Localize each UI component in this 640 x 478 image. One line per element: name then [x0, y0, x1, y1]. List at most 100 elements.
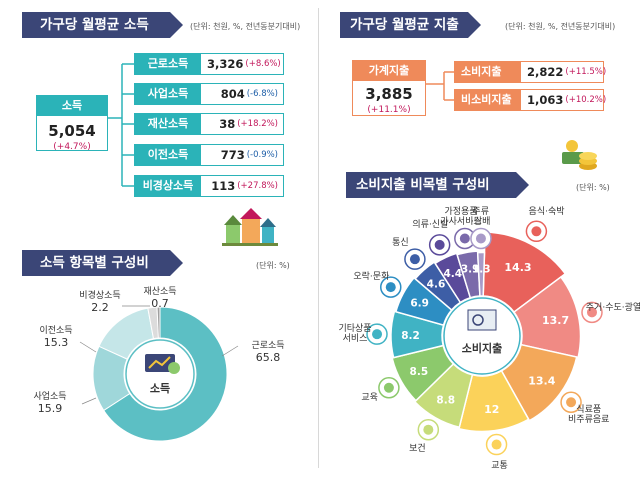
- consumption-pie-title: 소비지출 비목별 구성비: [346, 172, 529, 198]
- consumption-pie-label: 교육: [361, 393, 378, 404]
- category-icon-glyph: [586, 307, 597, 318]
- consumption-pie-slice: [500, 343, 578, 422]
- expenditure-item-change: (+10.2%): [565, 95, 607, 105]
- income-item-change: (-0.9%): [246, 150, 278, 160]
- income-pie-leader-line: [79, 341, 97, 353]
- income-pie-category: 근로소득: [251, 341, 285, 351]
- income-unit: (단위: 천원, %, 전년동분기대비): [190, 22, 301, 31]
- category-icon-glyph: [372, 329, 383, 340]
- consumption-pie-slice: [413, 362, 474, 429]
- income-pie-category: 재산소득: [143, 287, 177, 297]
- money-bag-icon: [168, 362, 180, 374]
- consumption-pie-value: 13.4: [528, 374, 555, 387]
- income-pie-title: 소득 항목별 구성비: [22, 250, 183, 276]
- trend-line-icon: [148, 356, 171, 369]
- income-pie-leader-line: [221, 345, 239, 357]
- income-pie-leader-line: [81, 397, 97, 405]
- expenditure-total-change: (+11.1%): [367, 105, 411, 115]
- category-icon-glyph: [385, 282, 396, 293]
- income-pie-label: 근로소득 65.8: [251, 341, 284, 363]
- consumption-pie-center: [443, 297, 521, 375]
- income-pie-label: 비경상소득 2.2: [79, 291, 120, 313]
- income-pie-category: 이전소득: [39, 326, 73, 336]
- income-pie-label: 이전소득 15.3: [39, 326, 72, 348]
- income-item-row: 비경상소득 113 (+27.8%): [134, 175, 284, 197]
- income-pie-slice: [103, 306, 228, 442]
- income-item-row: 사업소득 804 (-6.8%): [134, 83, 284, 105]
- income-item-value: 3,326: [207, 57, 244, 71]
- income-total-box: 소득 5,054 (+4.7%): [36, 95, 108, 152]
- consumption-pie-center-label: 소비지출: [462, 341, 502, 355]
- shopping-receipt-icon: [467, 309, 497, 331]
- consumption-pie-value: 6.9: [410, 298, 429, 310]
- consumption-pie-value: 12: [484, 403, 499, 416]
- consumption-pie-slice: [458, 369, 530, 433]
- income-item-change: (+18.2%): [237, 119, 278, 129]
- category-icon-glyph: [491, 439, 502, 450]
- income-connector-lines: [108, 63, 134, 187]
- consumption-pie-label: 오락·문화: [353, 271, 390, 282]
- income-pie-value: 65.8: [255, 351, 281, 364]
- expenditure-total-box: 가계지출 3,885 (+11.1%): [352, 60, 426, 116]
- magnifier-icon: [472, 314, 484, 326]
- expenditure-title: 가구당 월평균 지출: [340, 12, 481, 38]
- income-pie-value: 0.7: [151, 297, 169, 310]
- consumption-pie-label: 식료품 비주류음료: [568, 405, 610, 426]
- houses-icon: [222, 208, 278, 246]
- consumption-pie-value: 8.8: [436, 394, 455, 406]
- income-item-value: 38: [219, 117, 236, 131]
- income-item-row: 재산소득 38 (+18.2%): [134, 113, 284, 135]
- category-icon-glyph: [566, 397, 577, 408]
- income-item-value: 113: [211, 179, 236, 193]
- income-pie-unit: (단위: %): [256, 261, 290, 270]
- consumption-pie-value: 4.4: [444, 268, 463, 280]
- consumption-pie-label: 음식·숙박: [528, 206, 565, 217]
- consumption-pie-label: 보건: [409, 443, 426, 454]
- consumption-pie-label: 주거·수도·광열: [585, 302, 640, 313]
- income-pie-chart: 소득: [79, 305, 239, 442]
- category-icon-glyph: [459, 233, 470, 244]
- category-icon-glyph: [434, 239, 445, 250]
- consumption-pie-label: 의류·신발: [412, 219, 449, 230]
- income-pie-center-label: 소득: [150, 382, 170, 395]
- consumption-pie-unit: (단위: %): [576, 183, 610, 192]
- income-pie-label: 재산소득 0.7: [143, 287, 176, 309]
- expenditure-item-row: 소비지출 2,822 (+11.5%): [454, 61, 607, 83]
- income-item-row: 이전소득 773 (-0.9%): [134, 144, 284, 166]
- category-icon-glyph: [423, 424, 434, 435]
- consumption-pie-value: 3.9: [461, 264, 480, 276]
- income-item-row: 근로소득 3,326 (+8.6%): [134, 53, 284, 75]
- expenditure-item-row: 비소비지출 1,063 (+10.2%): [454, 89, 607, 111]
- consumption-pie-slice: [512, 275, 582, 359]
- consumption-pie-label: 교통: [491, 461, 508, 472]
- expenditure-total-label: 가계지출: [353, 61, 425, 81]
- income-pie-value: 15.9: [37, 402, 63, 415]
- income-item-label: 재산소득: [135, 114, 201, 134]
- income-pie-value: 2.2: [91, 301, 109, 314]
- consumption-pie-slice: [482, 231, 567, 314]
- expenditure-item-value: 1,063: [527, 93, 564, 107]
- consumption-pie-value: 8.5: [410, 366, 429, 378]
- income-total-value: 5,054: [48, 122, 96, 140]
- income-item-label: 근로소득: [135, 54, 201, 74]
- consumption-pie-value: 14.3: [504, 261, 531, 274]
- income-pie-label: 사업소득 15.9: [33, 392, 66, 414]
- consumption-pie-value: 8.2: [401, 330, 420, 342]
- expenditure-item-change: (+11.5%): [565, 67, 607, 77]
- income-item-label: 이전소득: [135, 145, 201, 165]
- consumption-pie-label: 기타상품 서비스: [338, 323, 372, 344]
- income-item-label: 사업소득: [135, 84, 201, 104]
- section-divider: [318, 8, 319, 468]
- expenditure-item-value: 2,822: [527, 65, 564, 79]
- category-icon-glyph: [531, 226, 542, 237]
- consumption-pie-value: 1.3: [472, 263, 491, 275]
- consumption-pie-slice: [390, 310, 445, 359]
- consumption-pie-value: 13.7: [542, 314, 569, 327]
- consumption-pie-value: 4.6: [427, 278, 446, 290]
- expenditure-item-label: 비소비지출: [455, 90, 521, 110]
- consumption-pie-slice: [476, 251, 486, 297]
- income-total-label: 소득: [37, 96, 107, 116]
- expenditure-item-label: 소비지출: [455, 62, 521, 82]
- income-title: 가구당 월평균 소득: [22, 12, 183, 38]
- income-item-change: (+27.8%): [237, 181, 278, 191]
